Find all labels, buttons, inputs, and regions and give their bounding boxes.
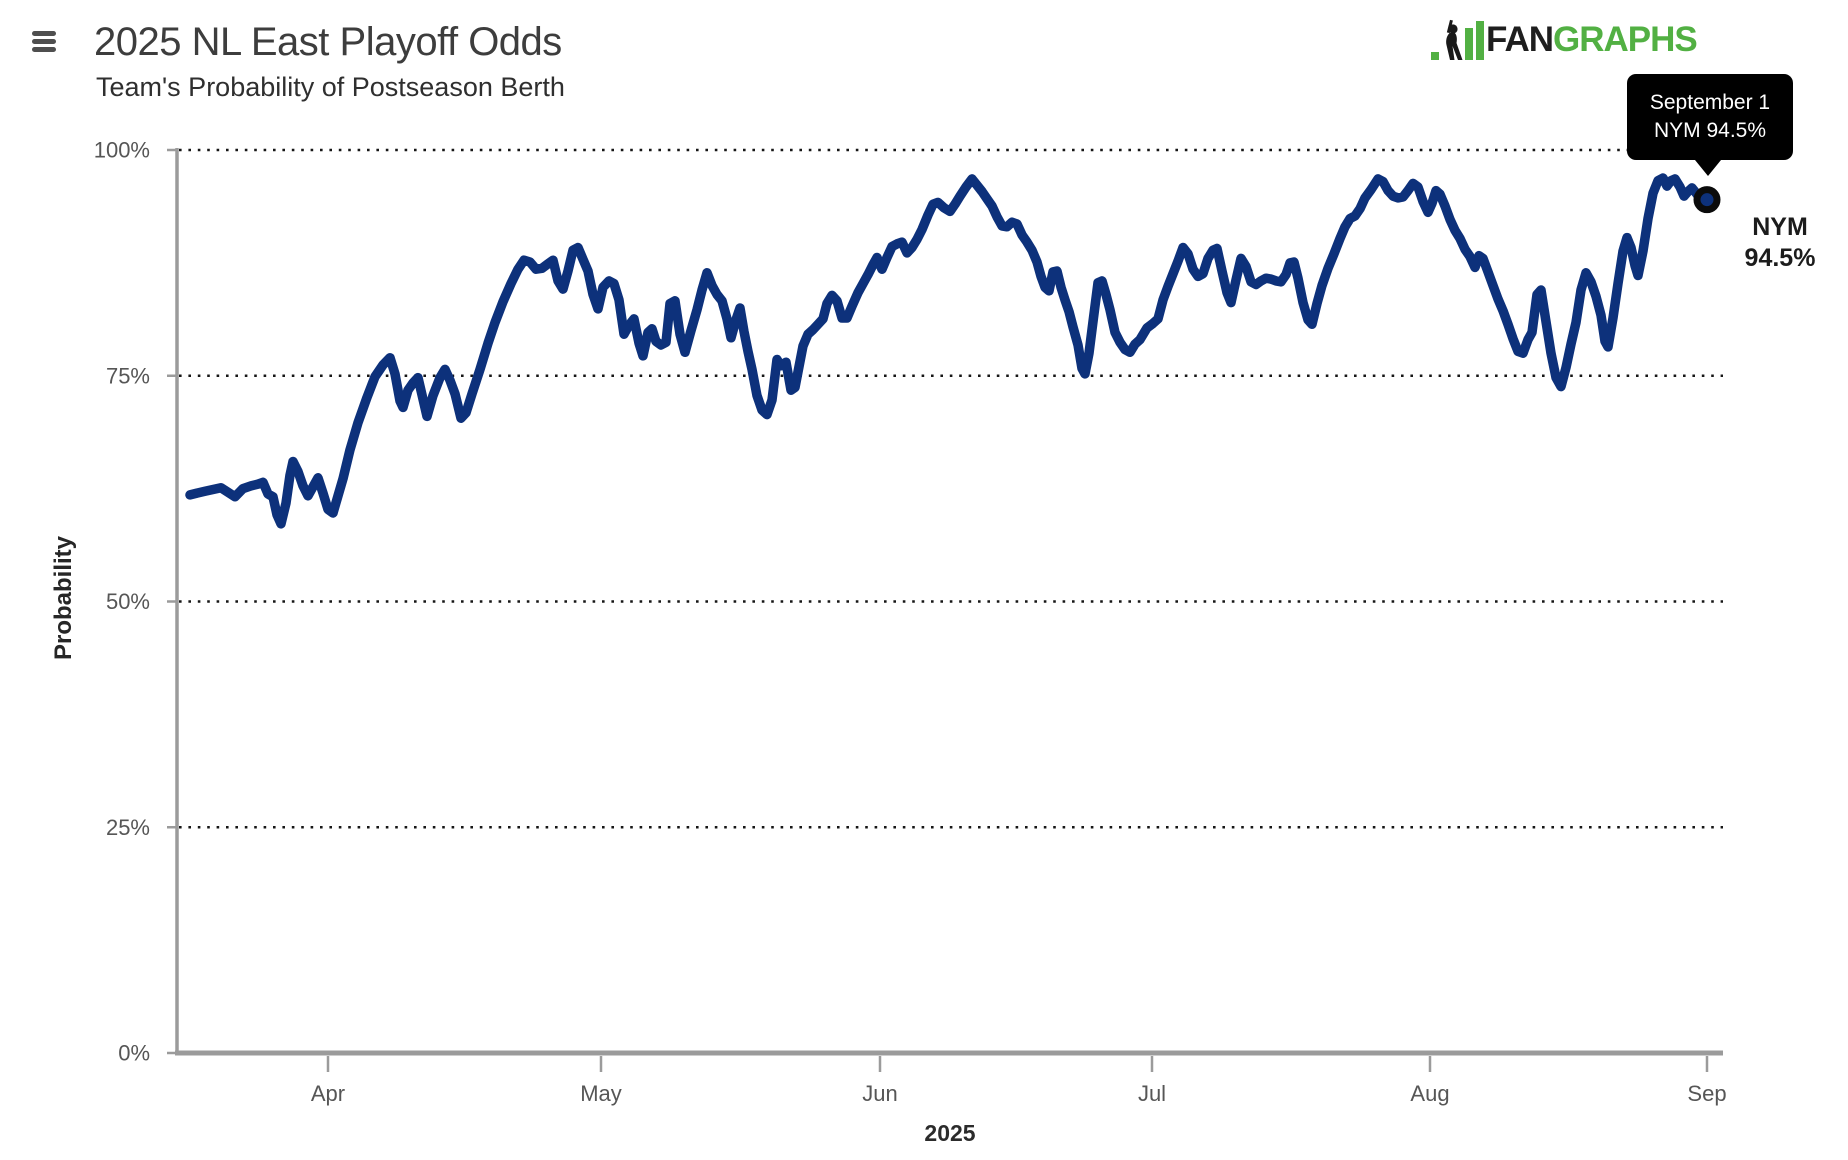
page-subtitle: Team's Probability of Postseason Berth — [96, 72, 565, 102]
y-tick-label: 0% — [118, 1041, 150, 1066]
y-tick-label: 75% — [106, 363, 150, 388]
fangraphs-batter-icon — [1431, 19, 1484, 60]
tooltip-pointer — [1695, 160, 1721, 176]
endpoint-marker — [1693, 186, 1721, 214]
page-title: 2025 NL East Playoff Odds — [94, 20, 562, 64]
fangraphs-logo[interactable]: FAN GRAPHS — [1428, 16, 1698, 62]
tooltip-date: September 1 — [1649, 91, 1771, 114]
hamburger-bar — [32, 39, 56, 44]
hamburger-bar — [32, 31, 56, 36]
x-tick-label: Sep — [1687, 1081, 1726, 1106]
chart-tooltip: September 1 NYM 94.5% — [1627, 74, 1793, 176]
x-tick-label: Apr — [311, 1081, 345, 1106]
y-tick-label: 100% — [94, 138, 150, 163]
series-end-team: NYM — [1752, 213, 1808, 241]
y-axis-title: Probability — [50, 535, 77, 661]
x-tick-label: May — [580, 1081, 622, 1106]
y-tick-label: 25% — [106, 815, 150, 840]
tooltip-entry: NYM 94.5% — [1653, 119, 1767, 142]
menu-hamburger-icon[interactable] — [32, 31, 56, 55]
x-tick-label: Jul — [1138, 1081, 1166, 1106]
x-tick-label: Jun — [862, 1081, 897, 1106]
odds-line-NYM[interactable] — [185, 173, 1712, 529]
y-tick-label: 50% — [106, 589, 150, 614]
x-axis-title: 2025 — [924, 1120, 976, 1146]
hamburger-bar — [32, 47, 56, 52]
logo-text-fan: FAN — [1486, 20, 1554, 59]
series-end-value: 94.5% — [1744, 244, 1816, 272]
series-end-label: NYM 94.5% — [1738, 212, 1822, 274]
x-tick-label: Aug — [1410, 1081, 1449, 1106]
logo-text-graphs: GRAPHS — [1553, 20, 1698, 59]
